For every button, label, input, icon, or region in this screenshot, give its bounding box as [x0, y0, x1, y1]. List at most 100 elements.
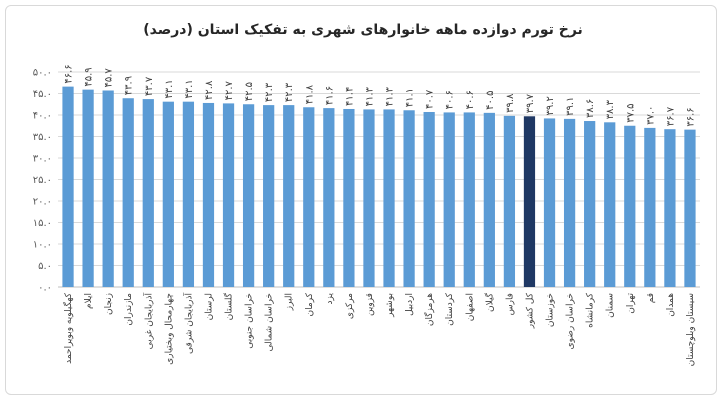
data-label: ۴۱.۸ [304, 84, 315, 104]
category-label: سمنان [606, 293, 616, 318]
bar [563, 118, 576, 288]
bar [483, 112, 495, 287]
bar [62, 86, 74, 288]
bar [242, 104, 255, 287]
category-label: هرمزگان [423, 293, 435, 326]
category-label: کرمانشاه [586, 292, 596, 328]
data-label: ۳۸.۶ [585, 99, 596, 118]
bar-layer [62, 86, 696, 288]
bar [162, 101, 174, 287]
category-label: بوشهر [385, 293, 395, 318]
bar [383, 109, 395, 287]
category-label: لرستان [204, 293, 214, 320]
grid-layer [58, 71, 700, 288]
y-tick-label: ۴۰.۰ [33, 111, 52, 122]
bar [323, 108, 335, 288]
label-layer: ۰.۰ ۵.۰ ۱۰.۰ ۱۵.۰ ۲۰.۰ ۲۵.۰ ۳۰.۰ ۳۵.۰ ۴۰.۰ ۴۵.۰ ۵۰… [33, 64, 697, 366]
bar [303, 107, 315, 287]
bar [644, 127, 656, 288]
bar [283, 105, 295, 287]
category-label: اصفهان [465, 293, 475, 321]
data-label: ۴۳.۱ [184, 79, 195, 98]
bar [664, 129, 676, 287]
bar [263, 105, 275, 287]
data-label: ۳۹.۲ [545, 96, 556, 115]
data-label: ۴۱.۳ [364, 86, 375, 106]
category-label: کل کشور [525, 292, 535, 329]
data-label: ۴۲.۳ [264, 82, 275, 102]
bar [363, 109, 375, 287]
data-label: ۴۱.۶ [324, 86, 335, 105]
bar [684, 129, 696, 287]
bar [182, 101, 195, 287]
category-label: گلستان [223, 292, 235, 320]
bar [604, 122, 616, 287]
y-tick-label: ۲۵.۰ [33, 175, 52, 186]
category-label: خراسان رضوی [566, 293, 576, 349]
data-label: ۴۲.۵ [244, 82, 255, 101]
bar [222, 103, 235, 287]
bar [122, 98, 134, 287]
data-label: ۳۹.۱ [565, 97, 576, 116]
data-label: ۳۷.۵ [625, 103, 636, 122]
y-tick-label: ۰.۰ [38, 283, 52, 294]
data-label: ۴۱.۱ [405, 88, 416, 107]
category-label: تهران [626, 293, 636, 314]
data-label: ۴۳.۱ [164, 79, 175, 98]
data-label: ۴۱.۳ [385, 86, 396, 106]
bar [543, 118, 556, 287]
category-label: خوزستان [546, 293, 556, 327]
y-tick-label: ۲۰.۰ [33, 197, 52, 208]
y-tick-label: ۴۵.۰ [33, 89, 52, 100]
data-label: ۴۵.۹ [84, 67, 95, 86]
bar [423, 111, 435, 288]
data-label: ۳۹.۷ [525, 93, 536, 113]
category-label: همدان [666, 293, 676, 317]
category-label: زنجان [104, 293, 114, 315]
y-tick-label: ۱۵.۰ [33, 218, 52, 229]
data-label: ۴۲.۷ [224, 80, 235, 100]
y-tick-label: ۵۰.۰ [33, 68, 52, 79]
bar [624, 125, 636, 287]
bar [82, 89, 94, 287]
category-label: البرز [285, 293, 295, 311]
bar [503, 115, 516, 287]
category-label: سیستان وبلوچستان [686, 293, 696, 366]
category-label: ایلام [84, 293, 94, 309]
bar [142, 99, 154, 287]
category-label: کهگیلویه وبویراحمد [62, 292, 74, 364]
y-tick-label: ۵.۰ [38, 261, 52, 272]
bar [102, 90, 114, 288]
bar [523, 116, 536, 287]
data-label: ۳۶.۶ [685, 107, 696, 126]
category-label: قزوین [365, 293, 375, 316]
category-label: کرمان [305, 292, 315, 316]
category-label: آذربایجان شرقی [182, 293, 194, 354]
y-tick-label: ۱۰.۰ [33, 240, 52, 251]
data-label: ۴۰.۶ [445, 90, 456, 109]
category-label: مرکزی [345, 293, 355, 319]
data-label: ۳۹.۸ [505, 93, 516, 113]
data-label: ۴۶.۶ [64, 64, 75, 83]
category-label: اردبیل [405, 293, 415, 316]
chart-title: نرخ تورم دوازده ماهه خانوارهای شهری به ت… [143, 22, 583, 38]
bar [463, 112, 475, 287]
y-tick-label: ۳۰.۰ [33, 154, 52, 165]
category-label: چهارمحال وبختیاری [164, 293, 174, 365]
category-label: قم [646, 293, 656, 303]
category-label: کردستان [445, 292, 455, 326]
category-label: خراسان جنوبی [245, 293, 255, 349]
data-label: ۴۱.۴ [344, 87, 355, 106]
bar [403, 110, 415, 288]
bar [584, 121, 596, 288]
data-label: ۴۰.۵ [485, 91, 496, 110]
data-label: ۴۳.۷ [144, 76, 155, 96]
data-label: ۴۳.۹ [124, 76, 135, 95]
category-label: خراسان شمالی [265, 293, 275, 352]
data-label: ۴۲.۳ [284, 82, 295, 102]
category-label: یزد [325, 293, 335, 305]
bar [443, 112, 455, 287]
bar [343, 108, 355, 287]
data-label: ۴۵.۷ [104, 68, 115, 88]
